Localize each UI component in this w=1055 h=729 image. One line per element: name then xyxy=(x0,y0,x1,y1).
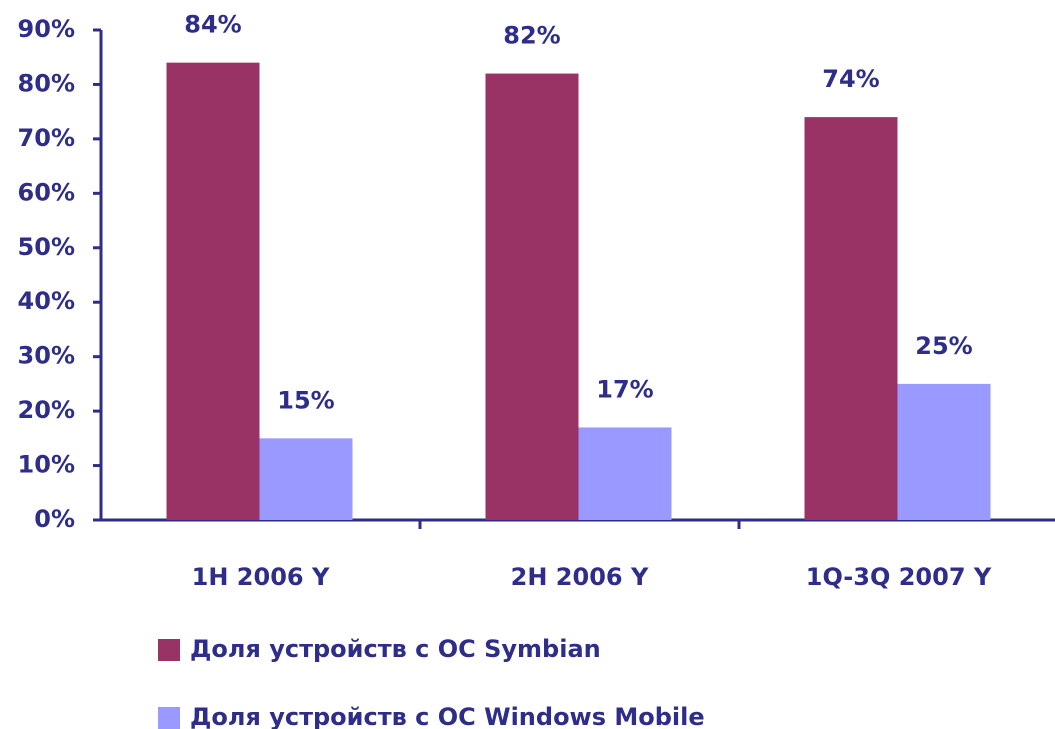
value-label: 84% xyxy=(184,11,241,39)
y-tick-label: 30% xyxy=(18,342,75,370)
legend-swatch xyxy=(158,707,180,729)
value-label: 17% xyxy=(596,375,653,403)
bar xyxy=(259,438,353,520)
legend-label: Доля устройств с ОС Symbian xyxy=(190,635,601,663)
x-tick-label: 2H 2006 Y xyxy=(511,563,649,591)
bar xyxy=(804,117,898,520)
legend-label: Доля устройств с ОС Windows Mobile xyxy=(190,703,705,729)
y-tick-label: 40% xyxy=(18,287,75,315)
value-label: 25% xyxy=(915,332,972,360)
x-tick-label: 1H 2006 Y xyxy=(192,563,330,591)
y-tick-label: 90% xyxy=(18,15,75,43)
legend-swatch xyxy=(158,639,180,661)
y-tick-label: 0% xyxy=(34,505,75,533)
bar xyxy=(897,383,991,520)
y-tick-label: 70% xyxy=(18,124,75,152)
value-label: 82% xyxy=(503,22,560,50)
bar xyxy=(166,62,260,521)
bar xyxy=(578,427,672,520)
value-label: 15% xyxy=(277,386,334,414)
y-tick-label: 60% xyxy=(18,178,75,206)
y-tick-label: 80% xyxy=(18,69,75,97)
x-tick-label: 1Q-3Q 2007 Y xyxy=(806,563,992,591)
y-tick-label: 10% xyxy=(18,451,75,479)
y-tick-label: 50% xyxy=(18,233,75,261)
y-tick-label: 20% xyxy=(18,396,75,424)
value-label: 74% xyxy=(822,65,879,93)
bar xyxy=(485,73,579,521)
